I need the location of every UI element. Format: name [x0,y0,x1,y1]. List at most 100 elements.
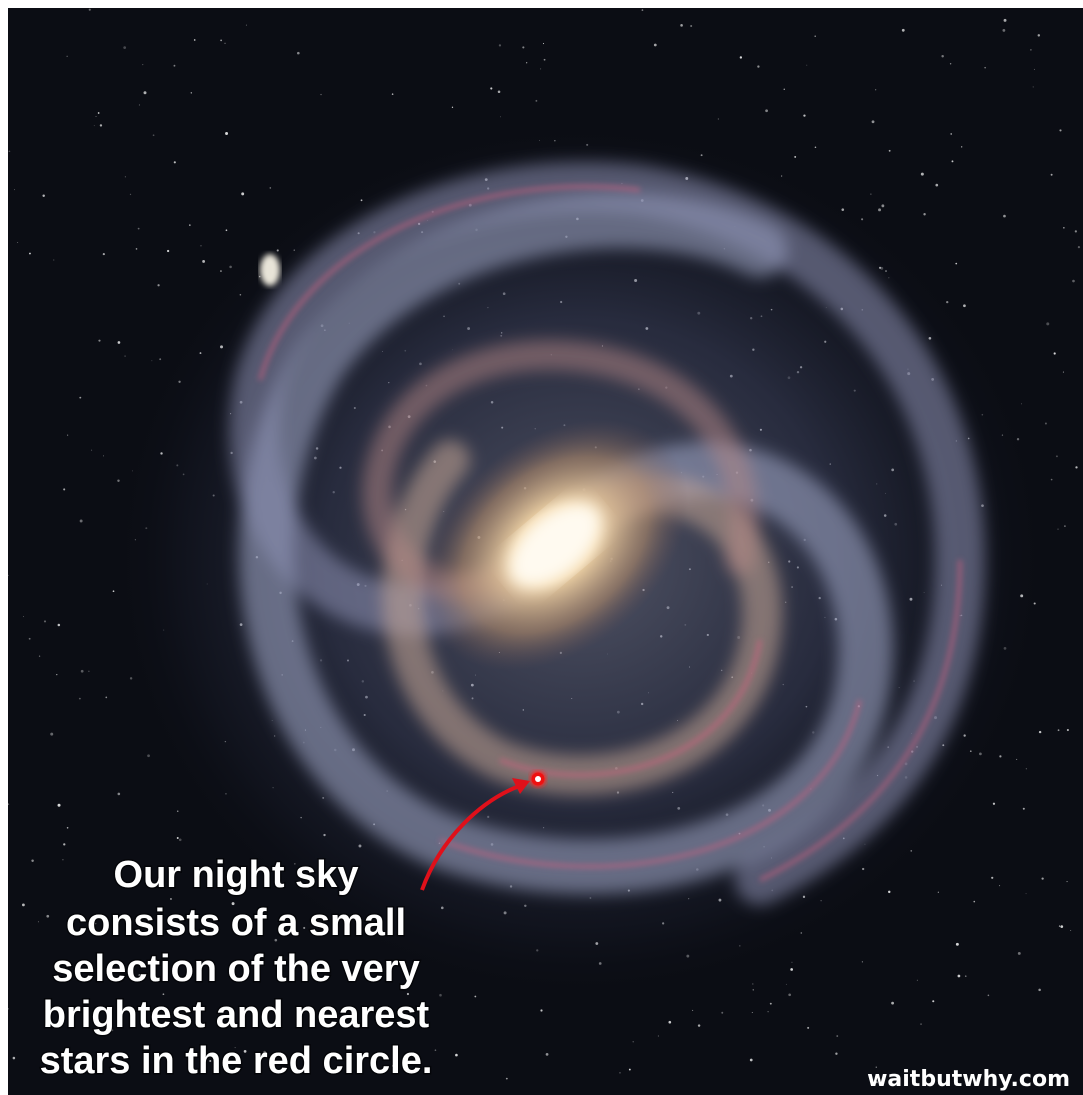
star [891,1001,894,1005]
star [984,66,986,69]
star [225,229,228,232]
star [98,339,101,342]
star [23,616,24,618]
star [632,1041,634,1043]
star [152,134,155,137]
star [814,146,817,148]
star [22,903,25,907]
star [749,1058,753,1062]
star [93,125,95,127]
star [234,1047,236,1049]
star [209,1059,212,1063]
star [220,39,223,42]
star [497,90,501,94]
star [1058,925,1061,927]
star [657,1035,660,1037]
star [1025,893,1027,895]
caption-line: brightest and nearest [43,994,430,1036]
star [1002,28,1006,32]
star [94,922,97,925]
star [788,993,792,997]
watermark: waitbutwhy.com [867,1067,1070,1092]
red-circle-center [535,776,541,782]
star [1059,129,1062,132]
star [543,43,545,45]
star [769,1002,772,1005]
star [170,898,172,900]
star [147,754,150,758]
star [67,434,69,436]
star [878,208,882,212]
star [692,1009,694,1011]
star [143,1004,146,1007]
star [392,1064,395,1068]
star [752,989,755,991]
star [46,914,50,918]
star [391,93,394,95]
star [138,104,140,106]
star [439,993,442,997]
star [835,1052,838,1055]
star [1032,86,1034,88]
star [951,160,954,163]
star [543,58,546,61]
star [668,1020,672,1024]
star [680,24,683,27]
star [999,885,1001,887]
star [875,89,877,91]
star [752,983,754,985]
star [490,87,493,90]
star [785,983,787,985]
star [162,993,165,996]
star [949,63,952,65]
star [176,810,179,812]
star [721,1011,724,1014]
star [1057,729,1060,732]
star [63,488,66,491]
star [37,921,39,923]
star [8,150,11,153]
star [129,193,132,196]
star [1017,951,1021,955]
star [142,64,144,66]
star [923,213,926,216]
star [157,284,160,287]
star [7,574,9,576]
star [1033,68,1035,70]
star [935,183,939,187]
star [474,995,477,998]
star [973,900,976,903]
arrow-head [512,778,530,794]
star [783,88,785,90]
star [932,1000,935,1003]
star [143,91,147,95]
star [1037,34,1041,37]
star [17,242,19,243]
galactic-center [508,502,602,588]
star [103,455,105,457]
star [154,959,158,963]
star [526,62,528,64]
star [173,161,176,164]
star [123,46,127,49]
star [1025,768,1027,770]
star [200,245,202,247]
star [97,112,100,114]
star [12,1056,16,1060]
star [57,803,61,807]
star [791,961,793,963]
star [941,55,944,58]
star [243,1049,247,1053]
star [66,55,68,57]
star [42,194,45,197]
star [1055,455,1058,458]
star [202,260,206,263]
star [1063,227,1065,229]
star [751,1012,753,1013]
star [297,51,300,55]
star [1066,728,1069,732]
star [540,1009,543,1012]
star [56,673,58,676]
star [162,1055,164,1057]
star [992,802,996,805]
